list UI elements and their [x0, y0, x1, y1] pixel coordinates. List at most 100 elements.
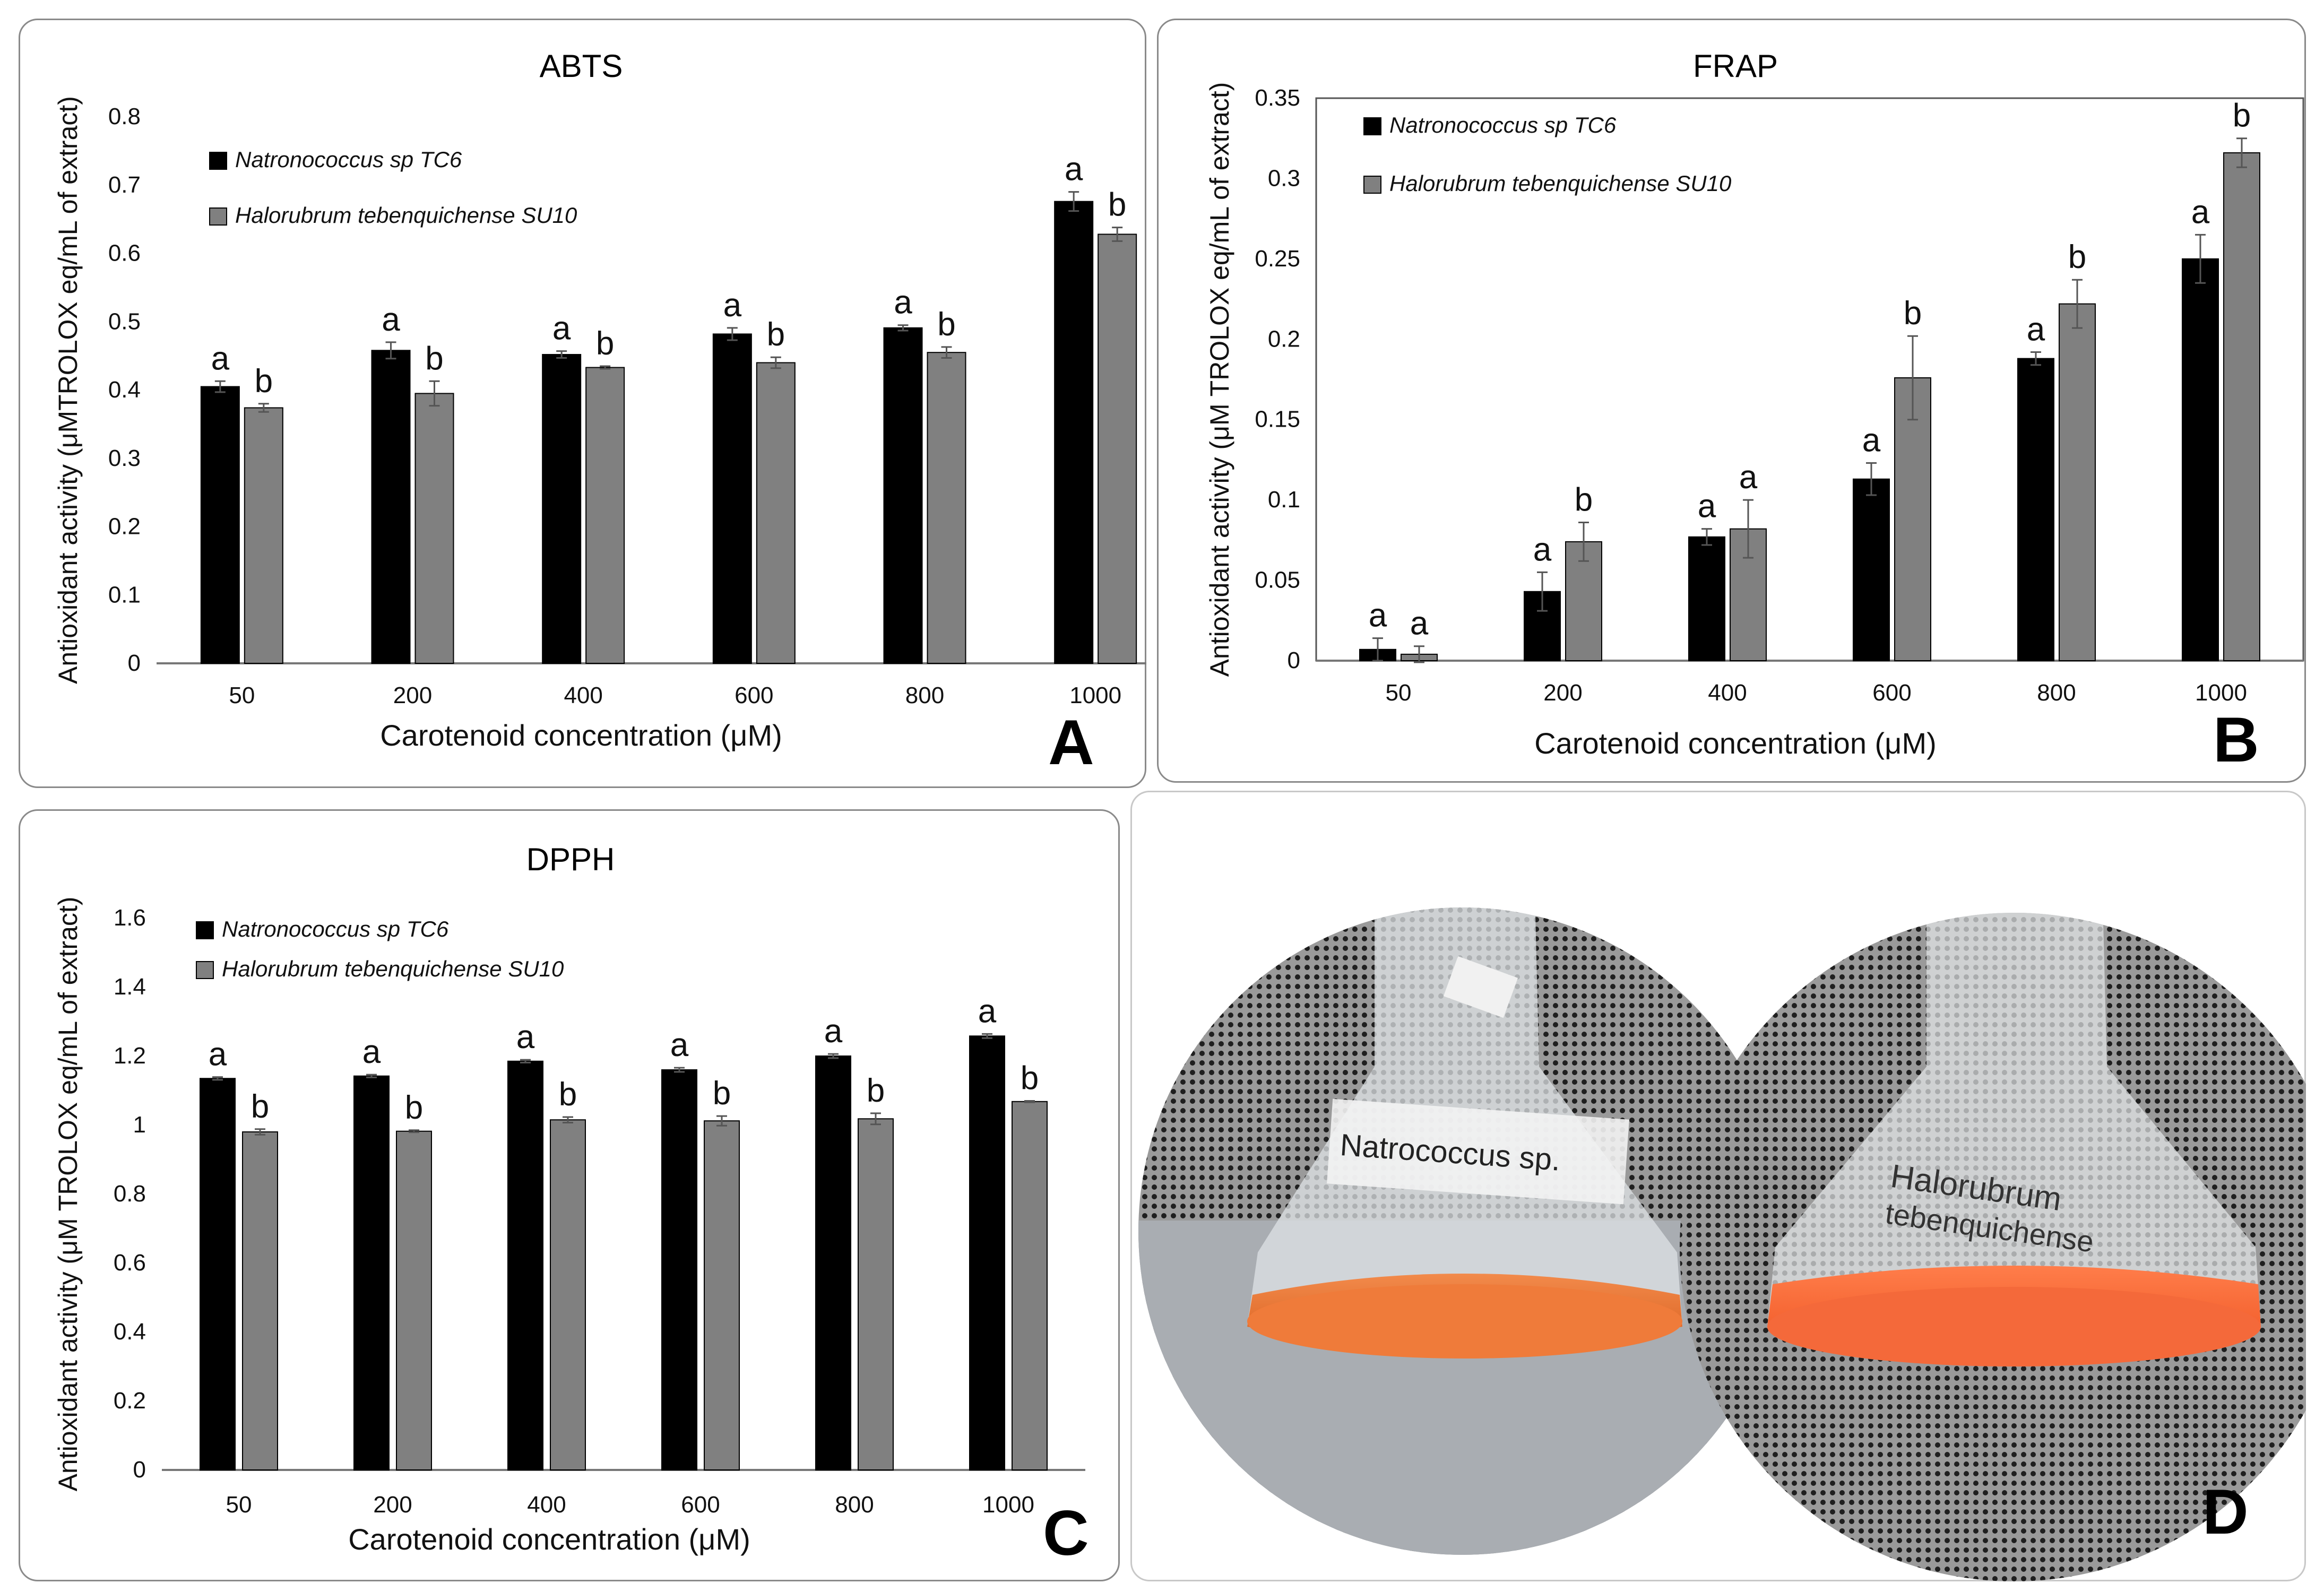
b-x-tick-label: 50 — [1386, 680, 1412, 706]
c-significance-label: a — [670, 1027, 689, 1063]
c-x-tick-label: 600 — [681, 1492, 720, 1518]
a-bar-natronococcus — [883, 327, 923, 664]
a-x-tick-label: 400 — [564, 682, 602, 708]
a-bar-halorubrum — [756, 362, 796, 664]
b-bar-halorubrum — [2059, 303, 2096, 661]
a-significance-label: a — [1065, 151, 1083, 188]
c-x-tick-label: 200 — [373, 1492, 412, 1518]
b-y-tick-label: 0.2 — [1268, 326, 1300, 352]
a-significance-label: b — [255, 363, 273, 400]
b-x-axis-label: Carotenoid concentration (μM) — [1534, 726, 1937, 760]
c-panel-letter: C — [1043, 1498, 1089, 1569]
b-y-tick-label: 0.35 — [1255, 85, 1300, 111]
b-legend-label-2: Halorubrum tebenquichense SU10 — [1389, 171, 1732, 196]
c-x-tick-label: 1000 — [982, 1492, 1034, 1518]
c-bar-halorubrum — [858, 1118, 894, 1470]
c-bar-natronococcus — [353, 1075, 390, 1470]
b-significance-label: b — [2233, 98, 2251, 134]
c-y-axis-label: Antioxidant activity (μM TROLOX eq/mL of… — [53, 897, 83, 1492]
c-x-axis-label: Carotenoid concentration (μM) — [348, 1522, 750, 1556]
a-x-axis-label: Carotenoid concentration (μM) — [380, 719, 782, 752]
a-significance-label: a — [723, 287, 742, 324]
c-y-tick-label: 0.6 — [114, 1250, 146, 1276]
b-significance-label: a — [2027, 312, 2045, 348]
c-bar-natronococcus — [969, 1035, 1005, 1470]
flask-halorubrum: Halorubrum tebenquichense — [1680, 913, 2306, 1581]
a-x-tick-label: 1000 — [1069, 682, 1121, 708]
b-y-axis-label: Antioxidant activity (μM TROLOX eq/mL of… — [1205, 82, 1234, 677]
a-bar-halorubrum — [244, 407, 283, 664]
a-y-tick-label: 0.6 — [108, 240, 141, 266]
flask-natrococcus: Natrococcus sp. — [1138, 907, 1786, 1555]
c-significance-label: b — [713, 1075, 731, 1112]
c-significance-label: b — [559, 1076, 577, 1113]
c-y-tick-label: 0.4 — [114, 1319, 146, 1345]
c-bar-halorubrum — [1012, 1101, 1048, 1470]
c-bar-natronococcus — [661, 1069, 697, 1470]
c-y-tick-label: 1 — [133, 1112, 146, 1138]
b-significance-label: a — [1739, 459, 1758, 496]
c-significance-label: b — [251, 1088, 269, 1125]
a-legend-swatch-2 — [209, 207, 227, 226]
a-bar-natronococcus — [1054, 201, 1094, 664]
b-significance-label: a — [1410, 605, 1429, 642]
b-y-tick-label: 0 — [1288, 647, 1300, 673]
a-y-axis-label: Antioxidant activity (μMTROLOX eq/mL of … — [53, 96, 83, 684]
b-bar-natronococcus — [2017, 358, 2054, 661]
a-bar-natronococcus — [542, 354, 582, 664]
b-legend-swatch-1 — [1363, 117, 1381, 135]
b-significance-label: a — [1369, 598, 1387, 634]
a-significance-label: b — [767, 316, 785, 353]
a-y-tick-label: 0.5 — [108, 308, 141, 334]
c-significance-label: a — [978, 993, 997, 1029]
a-bar-natronococcus — [712, 333, 752, 664]
b-significance-label: a — [2191, 194, 2210, 230]
panel-d-letter: D — [2202, 1476, 2249, 1547]
b-bar-natronococcus — [2182, 258, 2219, 662]
a-legend-swatch-1 — [209, 152, 227, 170]
c-significance-label: a — [362, 1034, 381, 1070]
c-significance-label: b — [1021, 1060, 1039, 1097]
b-y-tick-label: 0.15 — [1255, 406, 1300, 432]
b-x-tick-label: 1000 — [2195, 680, 2247, 706]
a-legend-label-2: Halorubrum tebenquichense SU10 — [235, 203, 577, 228]
a-y-tick-label: 0.7 — [108, 172, 141, 198]
a-significance-label: b — [596, 325, 614, 362]
c-significance-label: a — [824, 1013, 843, 1050]
c-x-tick-label: 50 — [226, 1492, 252, 1518]
b-bar-natronococcus — [1688, 536, 1725, 661]
a-bar-halorubrum — [1098, 233, 1137, 664]
c-bar-natronococcus — [815, 1055, 851, 1470]
a-y-tick-label: 0.2 — [108, 514, 141, 540]
c-significance-label: b — [867, 1072, 885, 1109]
b-panel-letter: B — [2213, 704, 2259, 775]
b-significance-label: b — [1575, 482, 1593, 518]
c-bar-natronococcus — [507, 1060, 543, 1470]
b-y-tick-label: 0.05 — [1255, 567, 1300, 593]
b-legend-swatch-2 — [1363, 176, 1381, 194]
a-chart-title: ABTS — [540, 48, 623, 84]
c-significance-label: a — [209, 1036, 227, 1073]
a-bar-natronococcus — [371, 350, 411, 664]
b-y-tick-label: 0.3 — [1268, 165, 1300, 191]
a-significance-label: b — [425, 340, 443, 377]
c-x-tick-label: 800 — [835, 1492, 874, 1518]
b-x-tick-label: 800 — [2037, 680, 2076, 706]
c-legend-label-1: Natronococcus sp TC6 — [222, 916, 449, 941]
flask-photo: Natrococcus sp. Halorubrum tebenquichens… — [1138, 907, 2306, 1581]
b-chart-title: FRAP — [1693, 48, 1778, 84]
a-y-tick-label: 0.4 — [108, 377, 141, 403]
b-bar-natronococcus — [1853, 478, 1890, 661]
c-x-tick-label: 400 — [527, 1492, 566, 1518]
a-significance-label: a — [552, 310, 571, 347]
a-significance-label: a — [211, 340, 230, 377]
c-legend-label-2: Halorubrum tebenquichense SU10 — [222, 956, 564, 981]
b-significance-label: a — [1862, 422, 1881, 458]
b-x-tick-label: 200 — [1543, 680, 1582, 706]
c-chart-title: DPPH — [526, 842, 615, 877]
frap-chart: 0 0.05 0.1 0.15 0.2 0.25 0.3 0.35 FRAP Antioxidan… — [1205, 48, 2304, 775]
c-y-tick-label: 0.2 — [114, 1388, 146, 1414]
c-legend-swatch-1 — [196, 921, 214, 939]
dpph-chart: 0 0.2 0.4 0.6 0.8 1 1.2 1.4 1.6 DPPH Antioxidant a… — [53, 842, 1089, 1569]
a-bar-halorubrum — [414, 393, 454, 664]
